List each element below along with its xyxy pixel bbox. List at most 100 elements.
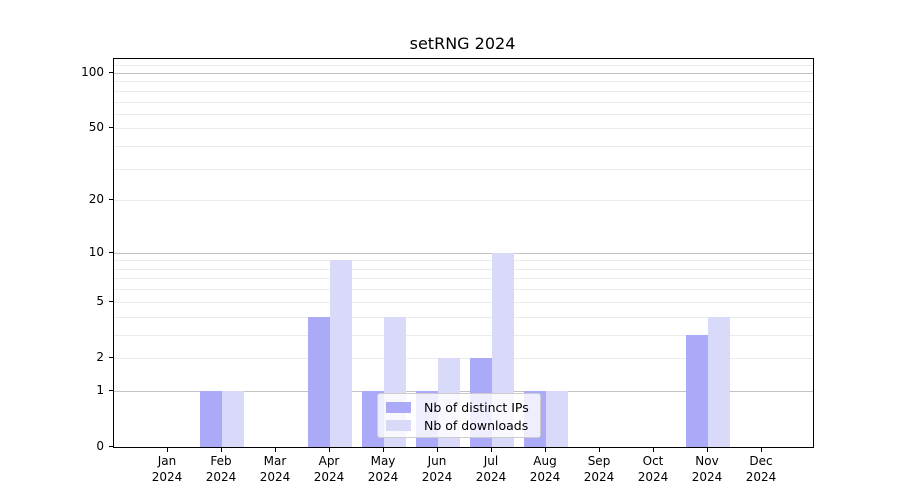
x-tick-mark-jul (491, 447, 492, 452)
x-tick-month: May (370, 454, 396, 468)
gridline-major-10 (114, 253, 813, 254)
gridline-minor-9 (114, 260, 813, 261)
gridline-minor-80 (114, 91, 813, 92)
x-tick-month: Jun (427, 454, 447, 468)
x-tick-mark-dec (761, 447, 762, 452)
bar-downloads-nov (708, 317, 730, 447)
gridline-minor-40 (114, 146, 813, 147)
x-tick-mark-aug (545, 447, 546, 452)
x-axis-tick-label-nov: Nov 2024 (677, 453, 737, 485)
x-tick-mark-apr (329, 447, 330, 452)
gridline-minor-7 (114, 278, 813, 279)
y-tick-mark-2 (109, 357, 114, 358)
legend-entry-downloads: Nb of downloads (386, 417, 532, 434)
x-tick-mark-nov (707, 447, 708, 452)
x-axis-tick-label-aug: Aug 2024 (515, 453, 575, 485)
x-tick-mark-may (383, 447, 384, 452)
y-tick-mark-50 (109, 127, 114, 128)
gridline-minor-5 (114, 302, 813, 303)
y-axis-tick-label: 0 (96, 439, 104, 453)
legend-label-distinct-ips: Nb of distinct IPs (424, 400, 529, 415)
x-tick-month: Apr (318, 454, 340, 468)
legend-swatch-distinct-ips (386, 402, 411, 413)
x-tick-year: 2024 (259, 470, 291, 484)
x-axis-tick-label-dec: Dec 2024 (731, 453, 791, 485)
chart-title: setRNG 2024 (409, 34, 516, 53)
x-axis-tick-label-apr: Apr 2024 (299, 453, 359, 485)
plot-area (113, 58, 814, 448)
gridline-minor-50 (114, 128, 813, 129)
gridline-minor-110 (114, 65, 813, 66)
gridline-minor-20 (114, 200, 813, 201)
x-tick-month: Oct (642, 454, 664, 468)
x-axis-tick-label-jun: Jun 2024 (407, 453, 467, 485)
x-tick-month: Aug (533, 454, 557, 468)
y-axis-tick-label: 100 (81, 65, 104, 79)
gridline-minor-90 (114, 81, 813, 82)
x-tick-month: Dec (749, 454, 773, 468)
x-tick-year: 2024 (151, 470, 183, 484)
x-tick-month: Sep (587, 454, 611, 468)
x-axis-tick-label-jul: Jul 2024 (461, 453, 521, 485)
x-tick-month: Jan (157, 454, 177, 468)
x-tick-year: 2024 (205, 470, 237, 484)
legend-swatch-downloads (386, 420, 411, 431)
y-axis-tick-label: 1 (96, 383, 104, 397)
x-tick-mark-feb (221, 447, 222, 452)
y-axis-tick-label: 5 (96, 294, 104, 308)
bar-distinct-ips-nov (686, 335, 708, 447)
y-axis-tick-label: 2 (96, 350, 104, 364)
x-tick-year: 2024 (529, 470, 561, 484)
y-axis-tick-label: 20 (88, 192, 104, 206)
x-axis-tick-label-sep: Sep 2024 (569, 453, 629, 485)
bar-downloads-aug (546, 391, 568, 447)
x-tick-year: 2024 (583, 470, 615, 484)
x-tick-mark-oct (653, 447, 654, 452)
gridline-minor-2 (114, 358, 813, 359)
bar-downloads-feb (222, 391, 244, 447)
y-tick-mark-0 (109, 446, 114, 447)
x-axis-tick-label-feb: Feb 2024 (191, 453, 251, 485)
x-tick-year: 2024 (367, 470, 399, 484)
x-tick-year: 2024 (313, 470, 345, 484)
bar-distinct-ips-feb (200, 391, 222, 447)
y-tick-mark-100 (109, 72, 114, 73)
gridline-major-1 (114, 391, 813, 392)
gridline-minor-70 (114, 102, 813, 103)
x-axis-tick-label-jan: Jan 2024 (137, 453, 197, 485)
y-axis-tick-label: 50 (88, 120, 104, 134)
bar-downloads-apr (330, 260, 352, 447)
gridline-minor-8 (114, 269, 813, 270)
x-tick-mark-jun (437, 447, 438, 452)
x-tick-mark-sep (599, 447, 600, 452)
x-axis-tick-label-oct: Oct 2024 (623, 453, 683, 485)
x-axis-tick-label-mar: Mar 2024 (245, 453, 305, 485)
x-tick-month: Jul (483, 454, 499, 468)
y-tick-mark-10 (109, 252, 114, 253)
gridline-minor-4 (114, 317, 813, 318)
x-tick-year: 2024 (745, 470, 777, 484)
gridline-minor-3 (114, 335, 813, 336)
y-axis-tick-label: 10 (88, 245, 104, 259)
legend-label-downloads: Nb of downloads (424, 418, 529, 433)
legend-entry-distinct-ips: Nb of distinct IPs (386, 399, 532, 416)
x-tick-mark-mar (275, 447, 276, 452)
x-axis-tick-label-may: May 2024 (353, 453, 413, 485)
y-tick-mark-20 (109, 199, 114, 200)
gridline-minor-30 (114, 169, 813, 170)
y-tick-mark-1 (109, 390, 114, 391)
x-tick-year: 2024 (421, 470, 453, 484)
x-tick-year: 2024 (475, 470, 507, 484)
x-tick-year: 2024 (637, 470, 669, 484)
legend: Nb of distinct IPs Nb of downloads (377, 393, 541, 438)
x-tick-year: 2024 (691, 470, 723, 484)
x-tick-month: Mar (263, 454, 287, 468)
bar-distinct-ips-apr (308, 317, 330, 447)
y-tick-mark-5 (109, 301, 114, 302)
x-tick-month: Feb (210, 454, 232, 468)
gridline-major-100 (114, 73, 813, 74)
gridline-minor-6 (114, 289, 813, 290)
x-tick-mark-jan (167, 447, 168, 452)
x-tick-month: Nov (695, 454, 719, 468)
